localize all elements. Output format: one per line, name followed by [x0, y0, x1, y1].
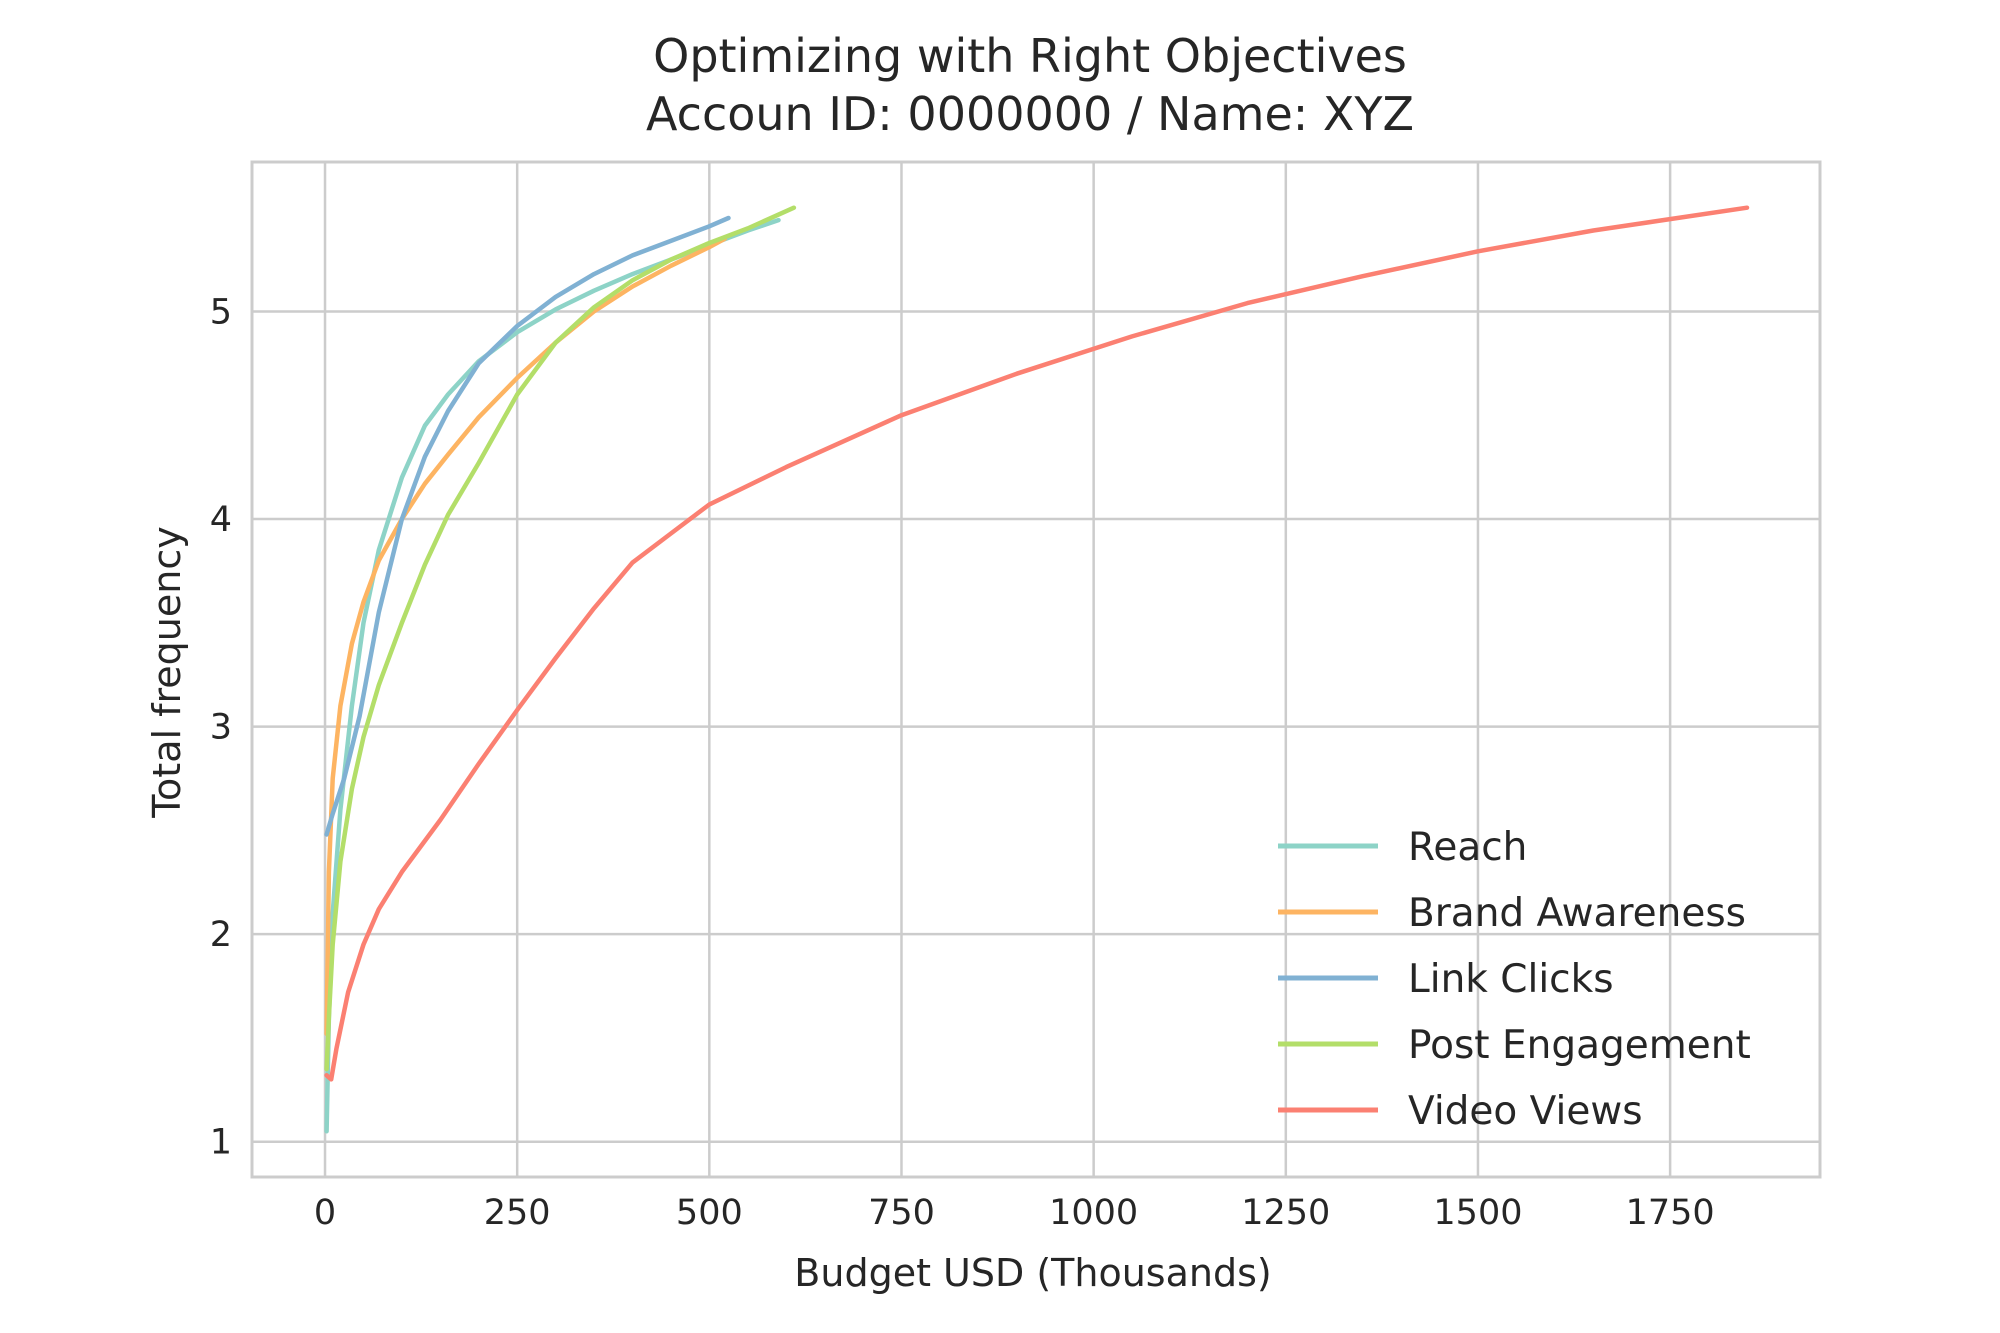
x-tick-label: 500 — [676, 1193, 743, 1233]
series-line-link-clicks — [324, 215, 731, 837]
legend-label-brand-awareness: Brand Awareness — [1408, 891, 1746, 936]
series-line-post-engagement — [324, 205, 797, 1072]
legend: Reach Brand Awareness Link Clicks Post Enga… — [1278, 825, 1751, 1134]
x-tick-label: 0 — [314, 1193, 336, 1233]
y-tick-label: 4 — [210, 500, 232, 540]
series-line-video-views — [324, 205, 1750, 1082]
x-axis-label: Budget USD (Thousands) — [794, 1251, 1271, 1295]
legend-label-reach: Reach — [1408, 825, 1527, 870]
series-line-brand-awareness — [324, 236, 727, 1037]
x-tick-label: 1750 — [1626, 1193, 1715, 1233]
y-tick-label: 1 — [210, 1123, 232, 1163]
x-tick-label: 750 — [868, 1193, 935, 1233]
plot-area — [324, 205, 1750, 1134]
legend-label-post-engagement: Post Engagement — [1408, 1023, 1751, 1068]
x-tick-label: 1250 — [1241, 1193, 1330, 1233]
x-axis-ticks: 0 250 500 750 1000 1250 1500 1750 — [314, 1193, 1715, 1233]
gridlines — [252, 162, 1820, 1177]
plot-frame — [250, 160, 1822, 1179]
x-tick-label: 1000 — [1049, 1193, 1138, 1233]
y-tick-label: 2 — [210, 915, 232, 955]
legend-label-link-clicks: Link Clicks — [1408, 957, 1614, 1002]
series-line-reach — [324, 217, 781, 1134]
x-tick-label: 250 — [484, 1193, 551, 1233]
y-axis-label: Total frequency — [145, 526, 189, 818]
y-tick-label: 5 — [210, 292, 232, 332]
y-axis-ticks: 1 2 3 4 5 — [210, 292, 232, 1162]
y-tick-label: 3 — [210, 708, 232, 748]
legend-label-video-views: Video Views — [1408, 1089, 1643, 1134]
chart-title: Optimizing with Right Objectives — [653, 29, 1407, 83]
chart-subtitle: Accoun ID: 0000000 / Name: XYZ — [646, 87, 1414, 141]
x-tick-label: 1500 — [1433, 1193, 1522, 1233]
